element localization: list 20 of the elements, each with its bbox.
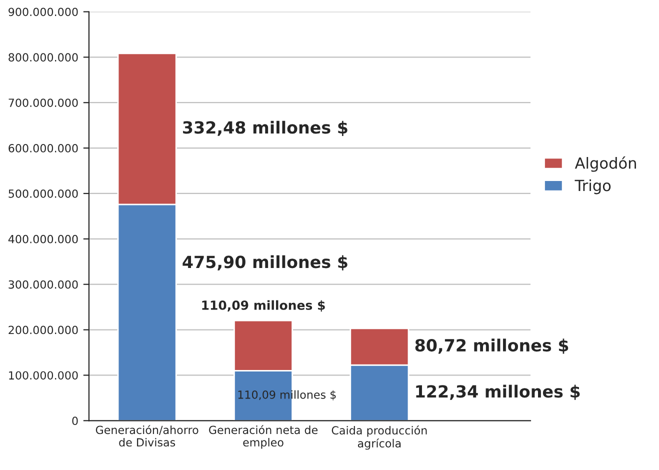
y-tick-label: 400.000.000 <box>8 234 78 244</box>
annotation: 332,48 millones $ <box>183 120 348 136</box>
y-tick-label: 600.000.000 <box>8 144 78 152</box>
y-tick-label: 700.000.000 <box>8 98 78 107</box>
x-tick-label: Caida producción agrícola <box>332 426 427 450</box>
x-tick-label: Generación/ahorro de Divisas <box>96 425 198 447</box>
annotation: 110,09 millones $ <box>202 300 325 312</box>
legend-label: Algodón <box>574 156 636 172</box>
x-tick-label: Generación neta de empleo <box>209 425 318 449</box>
y-tick-label: 900.000.000 <box>8 8 78 16</box>
y-tick-label: 500.000.000 <box>8 189 78 198</box>
legend-label: Trigo <box>574 179 611 194</box>
y-tick-label: 0 <box>72 416 78 426</box>
y-tick-label: 800.000.000 <box>8 53 78 62</box>
y-tick-label: 300.000.000 <box>8 280 78 289</box>
annotation: 475,90 millones $ <box>182 255 348 270</box>
annotation: 122,34 millones $ <box>416 384 580 400</box>
annotation: 80,72 millones $ <box>415 338 568 354</box>
y-tick-label: 100.000.000 <box>9 371 78 380</box>
y-tick-label: 200.000.000 <box>8 326 78 334</box>
